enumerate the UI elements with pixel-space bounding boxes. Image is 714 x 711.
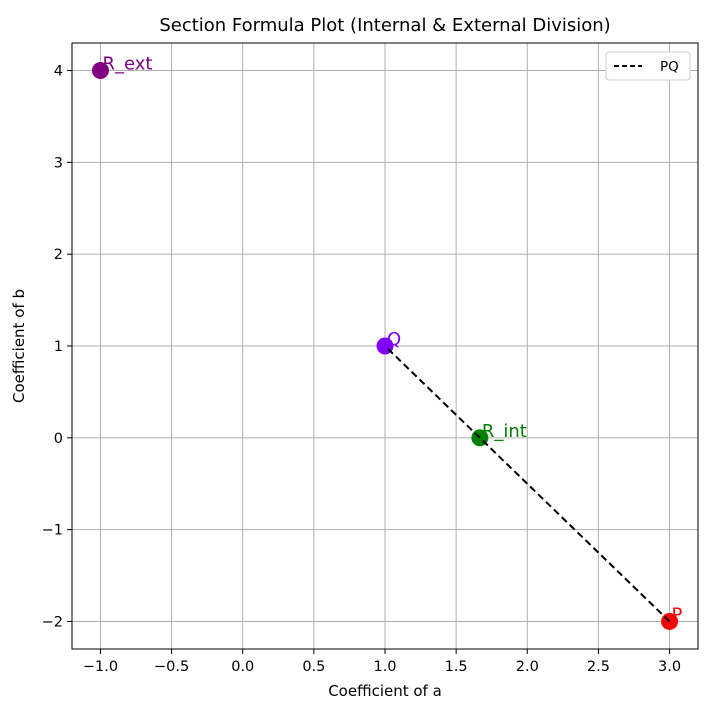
x-tick-label: −0.5 xyxy=(154,659,189,675)
point-r-ext xyxy=(91,62,109,80)
point-label-r-int: R_int xyxy=(482,421,527,442)
legend-box xyxy=(605,51,691,81)
y-axis-ticks: −2 −1 0 1 2 3 4 xyxy=(42,64,72,630)
y-tick-label: 1 xyxy=(54,339,63,355)
point-label-p: P xyxy=(672,604,683,625)
y-tick-label: −2 xyxy=(42,614,63,630)
x-axis-ticks: −1.0 −0.5 0.0 0.5 1.0 1.5 2.0 2.5 3.0 xyxy=(83,649,681,675)
x-axis-label: Coefficient of a xyxy=(328,682,442,700)
y-tick-label: 0 xyxy=(54,431,63,447)
x-tick-label: 0.5 xyxy=(302,659,325,675)
line-pq xyxy=(384,345,671,623)
point-label-r-ext: R_ext xyxy=(102,54,152,75)
y-tick-label: −1 xyxy=(42,523,63,539)
x-tick-label: 2.5 xyxy=(587,659,610,675)
x-tick-label: 2.0 xyxy=(516,659,539,675)
x-tick-label: 3.0 xyxy=(658,659,681,675)
chart-title: Section Formula Plot (Internal & Externa… xyxy=(159,15,610,36)
legend-pq-label: PQ xyxy=(660,59,679,75)
x-tick-label: 1.5 xyxy=(445,659,468,675)
y-tick-label: 3 xyxy=(54,155,63,171)
x-tick-label: 1.0 xyxy=(373,659,396,675)
y-tick-label: 4 xyxy=(54,64,63,80)
x-tick-label: 0.0 xyxy=(231,659,254,675)
point-label-q: Q xyxy=(387,329,401,350)
legend: PQ xyxy=(605,51,691,81)
y-tick-label: 2 xyxy=(54,247,63,263)
y-axis-label: Coefficient of b xyxy=(10,289,28,403)
x-tick-label: −1.0 xyxy=(83,659,118,675)
